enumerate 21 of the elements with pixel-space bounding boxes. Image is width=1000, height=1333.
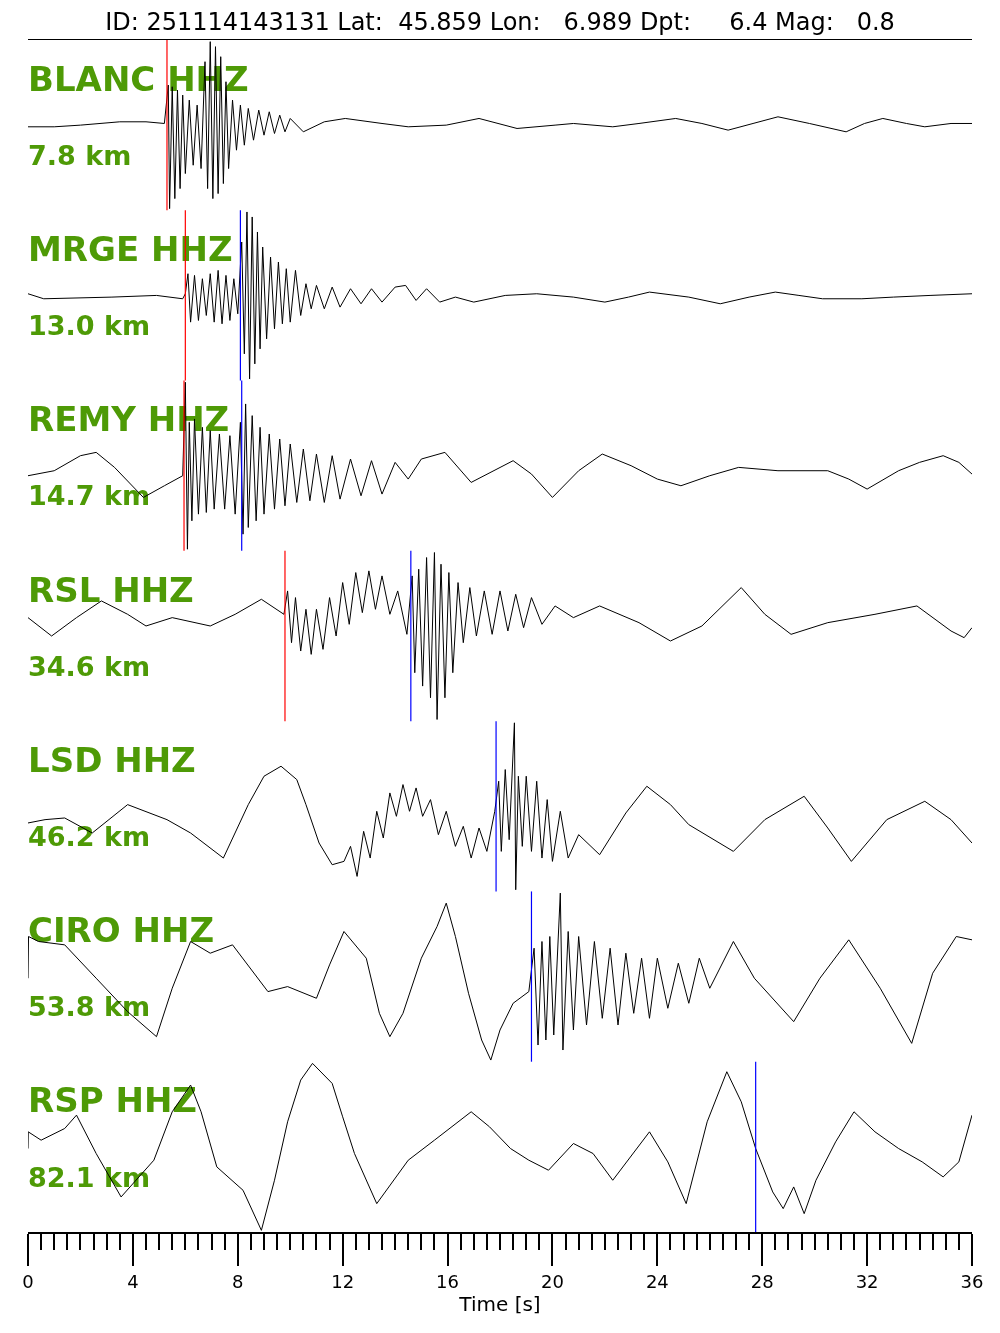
annotation: 14.7 km <box>28 480 151 512</box>
x-tick-label: 20 <box>540 1270 564 1292</box>
x-tick-label: 36 <box>960 1270 984 1292</box>
x-tick-label: 4 <box>127 1270 139 1292</box>
x-tick-label: 8 <box>232 1270 244 1292</box>
annotation: 53.8 km <box>28 991 151 1023</box>
x-tick-label: 24 <box>645 1270 669 1292</box>
x-tick-label: 28 <box>750 1270 774 1292</box>
annotation: 7.8 km <box>28 139 132 171</box>
x-tick-label: 32 <box>855 1270 879 1292</box>
annotation: CIRO HHZ <box>28 910 215 951</box>
x-axis-title: Time [s] <box>458 1291 541 1316</box>
annotation: 34.6 km <box>28 650 151 682</box>
chart-title: ID: 251114143131 Lat: 45.859 Lon: 6.989 Dpt: 6.4 Mag: 0.8 <box>105 8 895 37</box>
annotation: LSD HHZ <box>28 739 196 780</box>
annotation: 13.0 km <box>28 310 151 342</box>
x-tick-label: 12 <box>331 1270 355 1292</box>
annotation: RSL HHZ <box>28 569 194 610</box>
annotation: 46.2 km <box>28 821 151 853</box>
x-tick-label: 16 <box>436 1270 460 1292</box>
x-tick-label: 0 <box>22 1270 34 1292</box>
